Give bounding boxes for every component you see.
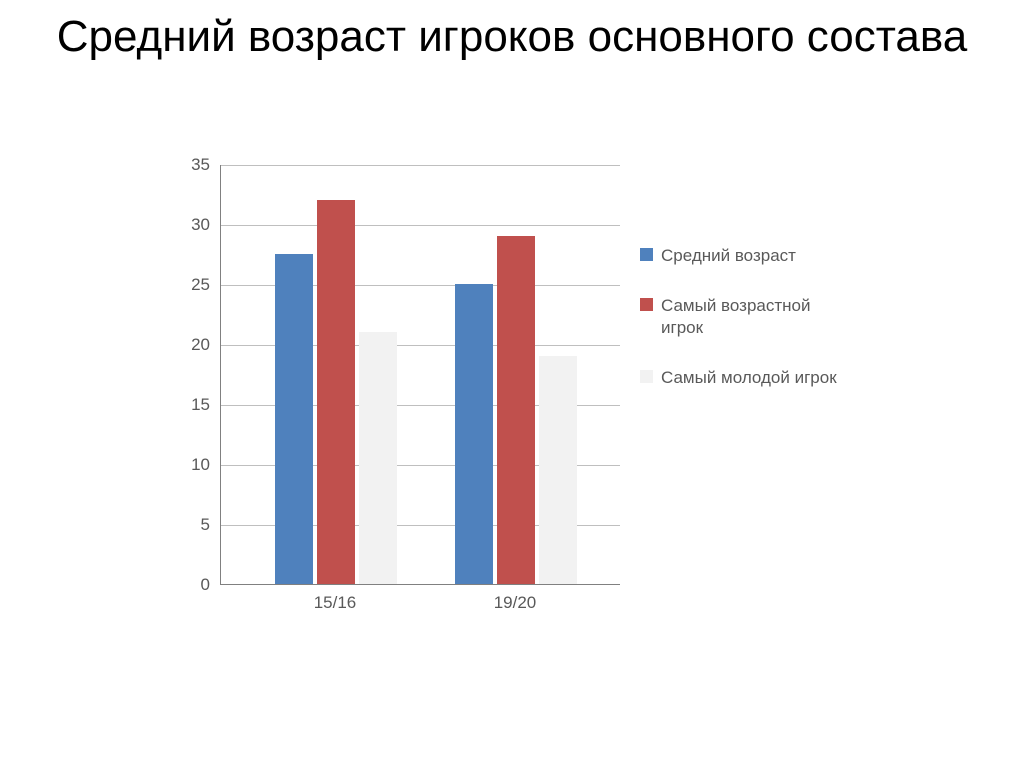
- bar: [359, 332, 397, 584]
- y-tick-label: 10: [170, 455, 210, 475]
- bar: [455, 284, 493, 584]
- legend-label: Средний возраст: [661, 245, 796, 267]
- x-tick-label: 15/16: [295, 593, 375, 613]
- legend-label: Самый молодой игрок: [661, 367, 837, 389]
- legend-label: Самый возрастной игрок: [661, 295, 841, 339]
- legend-item: Средний возраст: [640, 245, 841, 267]
- y-tick-label: 20: [170, 335, 210, 355]
- bar: [317, 200, 355, 584]
- legend-item: Самый молодой игрок: [640, 367, 841, 389]
- legend-item: Самый возрастной игрок: [640, 295, 841, 339]
- page-title: Средний возраст игроков основного состав…: [0, 0, 1024, 63]
- y-tick-label: 15: [170, 395, 210, 415]
- gridline: [221, 225, 620, 226]
- bar: [497, 236, 535, 584]
- legend-swatch: [640, 248, 653, 261]
- bar-chart: 05101520253035 15/1619/20 Средний возрас…: [170, 165, 890, 625]
- bar: [275, 254, 313, 584]
- gridline: [221, 165, 620, 166]
- legend-swatch: [640, 298, 653, 311]
- plot-area: [220, 165, 620, 585]
- legend-swatch: [640, 370, 653, 383]
- x-tick-label: 19/20: [475, 593, 555, 613]
- y-tick-label: 25: [170, 275, 210, 295]
- bar: [539, 356, 577, 584]
- y-tick-label: 5: [170, 515, 210, 535]
- legend: Средний возраст Самый возрастной игрок Сам…: [640, 245, 841, 417]
- y-tick-label: 30: [170, 215, 210, 235]
- y-tick-label: 35: [170, 155, 210, 175]
- y-tick-label: 0: [170, 575, 210, 595]
